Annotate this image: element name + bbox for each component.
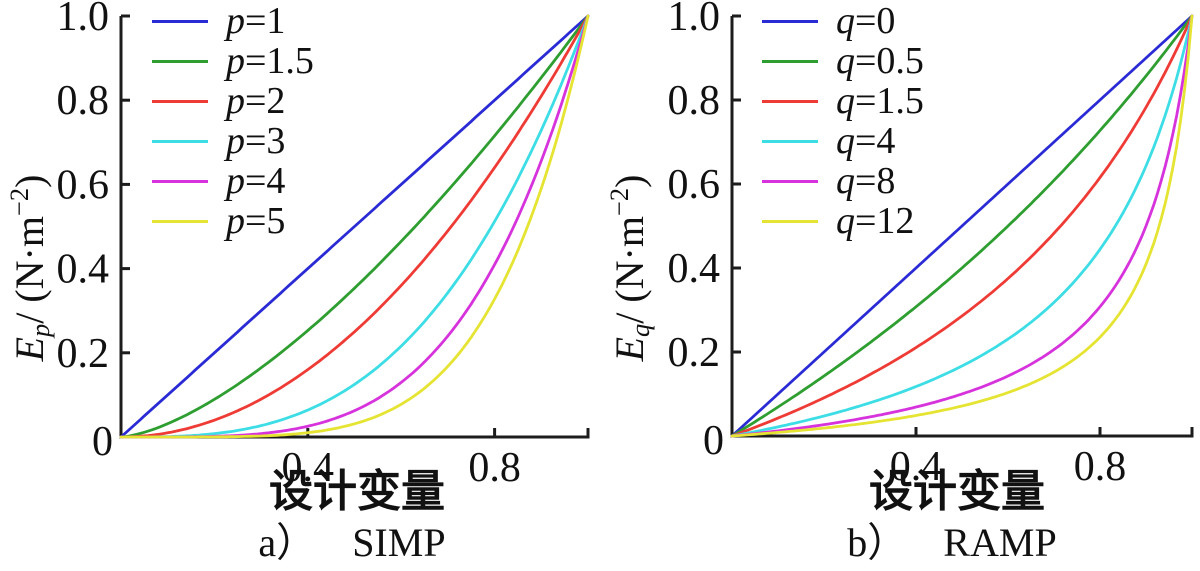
- legend-label: q=4: [836, 120, 896, 162]
- legend-label: p=3: [226, 120, 286, 162]
- legend-item-q=4: q=4: [762, 121, 924, 161]
- x-tick-label: 0.4: [890, 444, 943, 490]
- legend-label: p=5: [226, 200, 286, 242]
- curve-q=0.5: [730, 14, 1194, 438]
- ramp-plot-canvas: 1.0 0.8 0.6 0.4 0.2 0.4 0.8 0: [668, 0, 1194, 490]
- caption-title: RAMP: [943, 520, 1057, 565]
- y-tick-label: 0.4: [668, 246, 721, 292]
- simp-x-axis-label: 设计变量: [269, 467, 445, 516]
- legend-item-p=4: p=4: [152, 161, 314, 201]
- legend-item-q=12: q=12: [762, 201, 924, 241]
- ramp-y-axis-label: Eq/ (N·m−2): [604, 174, 654, 362]
- legend-label: p=1: [226, 0, 286, 42]
- legend-item-p=1: p=1: [152, 1, 314, 41]
- caption-index: b）: [847, 520, 908, 565]
- y-axis-exponent: −2: [4, 187, 35, 217]
- curve-q=1.5: [730, 14, 1194, 438]
- legend-line-swatch: [152, 219, 208, 223]
- legend-item-p=1.5: p=1.5: [152, 41, 314, 81]
- y-axis-exponent: −2: [604, 187, 635, 217]
- simp-plot-canvas: 1.0 0.8 0.6 0.4 0.2 0.4 0.8 0: [57, 0, 590, 491]
- y-axis-subscript: q: [624, 323, 655, 337]
- y-tick-label: 0.8: [57, 78, 110, 124]
- legend-label: q=1.5: [836, 80, 924, 122]
- y-tick-label: 0.8: [668, 78, 721, 124]
- y-axis-unit-close: ): [7, 174, 52, 188]
- y-axis-unit-close: ): [607, 174, 652, 188]
- legend-label: p=2: [226, 80, 286, 122]
- legend-item-q=0.5: q=0.5: [762, 41, 924, 81]
- curve-p=5: [119, 14, 590, 439]
- legend-label: q=0.5: [836, 40, 924, 82]
- legend-item-q=1.5: q=1.5: [762, 81, 924, 121]
- legend-line-swatch: [152, 59, 208, 63]
- x-tick-label: 0.8: [468, 445, 521, 491]
- legend-item-p=5: p=5: [152, 201, 314, 241]
- x-tick-label: 0.8: [1074, 444, 1127, 490]
- y-tick-label: 1.0: [668, 0, 721, 40]
- legend-line-swatch: [762, 219, 818, 223]
- legend-label: p=1.5: [226, 40, 314, 82]
- simp-chart-panel: 1.0 0.8 0.6 0.4 0.2 0.4 0.8 0 Ep/ (N·m−2) p=1 p=…: [4, 0, 590, 565]
- ramp-legend: q=0 q=0.5 q=1.5 q=4 q=8 q=12: [762, 1, 924, 241]
- curve-q=0: [730, 14, 1194, 438]
- legend-label: q=8: [836, 160, 896, 202]
- y-axis-unit: / (N·m: [607, 216, 652, 324]
- y-tick-label: 0.6: [668, 162, 721, 208]
- legend-line-swatch: [762, 139, 818, 143]
- y-axis-symbol: E: [607, 336, 652, 362]
- y-tick-label: 0.4: [57, 247, 110, 293]
- ramp-caption: b） RAMP: [847, 521, 1056, 565]
- origin-tick-label: 0: [703, 418, 724, 464]
- curve-p=1: [119, 14, 590, 439]
- legend-line-swatch: [762, 19, 818, 23]
- y-axis-subscript: p: [24, 323, 55, 337]
- legend-line-swatch: [152, 179, 208, 183]
- legend-label: q=12: [836, 200, 915, 242]
- curve-q=4: [730, 14, 1194, 438]
- simp-legend: p=1 p=1.5 p=2 p=3 p=4 p=5: [152, 1, 314, 241]
- ramp-chart-panel: 1.0 0.8 0.6 0.4 0.2 0.4 0.8 0 Eq/ (N·m−2) q=0 q=…: [600, 0, 1200, 571]
- ramp-x-axis-label: 设计变量: [869, 467, 1045, 516]
- y-axis-unit: / (N·m: [7, 216, 52, 324]
- legend-line-swatch: [762, 179, 818, 183]
- legend-line-swatch: [152, 19, 208, 23]
- legend-item-q=8: q=8: [762, 161, 924, 201]
- y-axis-symbol: E: [7, 336, 52, 362]
- simp-caption: a） SIMP: [258, 521, 445, 565]
- legend-line-swatch: [762, 99, 818, 103]
- curve-q=12: [730, 14, 1194, 438]
- origin-tick-label: 0: [92, 419, 113, 465]
- y-tick-label: 1.0: [57, 0, 110, 40]
- curve-p=2: [119, 14, 590, 439]
- y-tick-label: 0.6: [57, 162, 110, 208]
- x-tick-label: 0.4: [282, 445, 335, 491]
- legend-item-p=2: p=2: [152, 81, 314, 121]
- legend-line-swatch: [762, 59, 818, 63]
- legend-label: p=4: [226, 160, 286, 202]
- legend-line-swatch: [152, 99, 208, 103]
- legend-label: q=0: [836, 0, 896, 42]
- legend-item-q=0: q=0: [762, 1, 924, 41]
- curve-q=8: [730, 14, 1194, 438]
- y-tick-label: 0.2: [668, 330, 721, 376]
- legend-line-swatch: [152, 139, 208, 143]
- caption-index: a）: [258, 520, 317, 565]
- simp-y-axis-label: Ep/ (N·m−2): [4, 174, 54, 362]
- caption-title: SIMP: [352, 520, 446, 565]
- y-tick-label: 0.2: [57, 331, 110, 377]
- curve-p=1.5: [119, 14, 590, 439]
- curve-p=3: [119, 14, 590, 439]
- legend-item-p=3: p=3: [152, 121, 314, 161]
